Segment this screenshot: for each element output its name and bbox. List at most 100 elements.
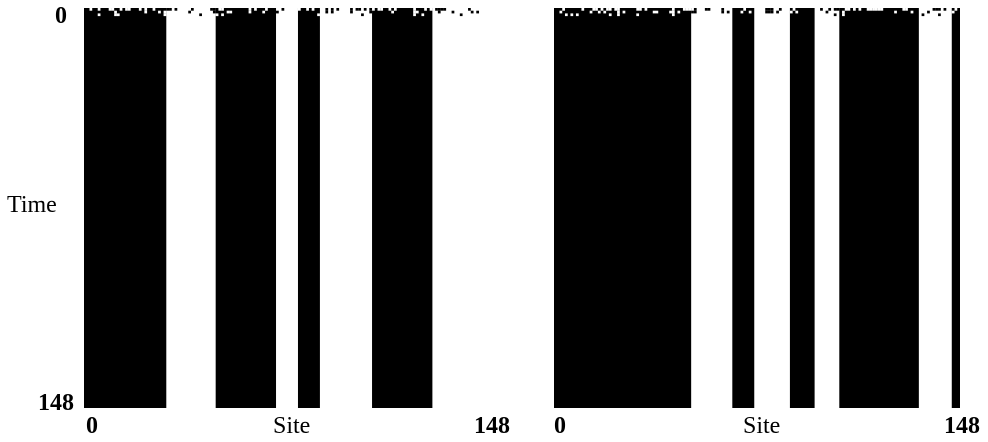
transient-cell bbox=[858, 8, 862, 11]
transient-cell bbox=[262, 10, 266, 14]
transient-cell bbox=[927, 10, 930, 14]
transient-cell bbox=[393, 8, 397, 11]
transient-cell bbox=[748, 10, 752, 14]
transient-cell bbox=[564, 13, 568, 17]
transient-cell bbox=[276, 10, 279, 14]
transient-cell bbox=[144, 8, 148, 11]
transient-cell bbox=[325, 10, 329, 14]
transient-cell bbox=[97, 13, 101, 17]
transient-cell bbox=[152, 8, 156, 11]
transient-cell bbox=[847, 8, 851, 11]
transient-cell bbox=[853, 8, 856, 11]
transient-cell bbox=[606, 8, 609, 11]
transient-cell bbox=[369, 8, 373, 11]
transient-cell bbox=[377, 8, 381, 11]
white-stripe-3 bbox=[918, 8, 952, 408]
transient-cell bbox=[685, 8, 689, 11]
transient-cell bbox=[693, 8, 697, 11]
transient-cell bbox=[872, 8, 875, 11]
transient-cell bbox=[721, 10, 725, 14]
transient-cell bbox=[776, 10, 779, 14]
transient-cell bbox=[688, 8, 692, 11]
transient-cell bbox=[248, 8, 252, 11]
x-axis-left-end-label: 148 bbox=[474, 413, 510, 439]
transient-cell bbox=[215, 13, 219, 17]
transient-cell bbox=[451, 10, 455, 14]
transient-cell bbox=[655, 10, 659, 14]
transient-cell bbox=[795, 10, 799, 14]
transient-cell bbox=[902, 8, 906, 11]
transient-cell bbox=[361, 13, 364, 17]
transient-cell bbox=[617, 13, 620, 17]
transient-cell bbox=[311, 8, 315, 11]
y-axis-label: Time bbox=[7, 192, 57, 218]
transient-cell bbox=[669, 10, 672, 14]
transient-cell bbox=[608, 8, 612, 11]
transient-cell bbox=[424, 8, 427, 11]
white-stripe-2 bbox=[814, 8, 840, 408]
transient-cell bbox=[617, 10, 620, 14]
y-axis-start-label: 0 bbox=[55, 3, 67, 29]
white-stripe-1 bbox=[754, 8, 790, 408]
transient-cell bbox=[199, 13, 202, 17]
transient-cell bbox=[844, 8, 848, 11]
transient-cell bbox=[671, 10, 675, 14]
x-axis-left-start-label: 0 bbox=[86, 413, 98, 439]
transient-cell bbox=[429, 8, 433, 11]
transient-cell bbox=[910, 10, 914, 14]
transient-cell bbox=[144, 10, 148, 14]
transient-cell bbox=[644, 8, 648, 11]
transient-cell bbox=[190, 8, 194, 11]
transient-cell bbox=[592, 8, 596, 11]
transient-cell bbox=[704, 8, 708, 11]
transient-cell bbox=[562, 8, 565, 11]
transient-cell bbox=[622, 10, 626, 14]
transient-cell bbox=[108, 8, 112, 11]
y-axis-end-label: 148 bbox=[38, 390, 74, 416]
x-axis-right-label: Site bbox=[743, 413, 781, 439]
transient-cell bbox=[218, 8, 222, 11]
transient-cell bbox=[575, 13, 579, 17]
transient-cell bbox=[943, 8, 947, 11]
transient-cell bbox=[833, 13, 837, 17]
transient-cell bbox=[325, 8, 329, 11]
transient-cell bbox=[372, 8, 375, 11]
transient-cell bbox=[954, 8, 958, 11]
spacetime-panel-left bbox=[84, 8, 490, 408]
transient-cell bbox=[254, 8, 257, 11]
transient-cell bbox=[127, 8, 131, 11]
transient-cell bbox=[938, 13, 941, 17]
transient-cell bbox=[306, 8, 309, 11]
transient-cell bbox=[639, 8, 642, 11]
white-stripe-2 bbox=[319, 8, 373, 408]
transient-cell bbox=[188, 10, 191, 14]
transient-cell bbox=[476, 10, 480, 14]
transient-cell bbox=[415, 10, 419, 14]
transient-cell bbox=[421, 13, 425, 17]
transient-cell bbox=[336, 8, 340, 11]
transient-cell bbox=[905, 8, 908, 11]
transient-cell bbox=[114, 13, 117, 17]
x-axis-right-start-label: 0 bbox=[554, 413, 566, 439]
transient-cell bbox=[828, 8, 832, 11]
transient-cell bbox=[743, 8, 747, 11]
transient-cell bbox=[767, 10, 771, 14]
transient-cell bbox=[212, 10, 216, 14]
white-stripe-1 bbox=[276, 8, 298, 408]
transient-cell bbox=[391, 10, 394, 14]
transient-cell bbox=[951, 10, 955, 14]
transient-cell bbox=[636, 13, 640, 17]
transient-cell bbox=[226, 10, 230, 14]
transient-cell bbox=[413, 8, 416, 11]
transient-cell bbox=[842, 10, 845, 14]
transient-cell bbox=[880, 8, 884, 11]
transient-cell bbox=[221, 8, 224, 11]
transient-cell bbox=[380, 8, 384, 11]
transient-cell bbox=[355, 8, 359, 11]
transient-cell bbox=[281, 8, 285, 11]
transient-cell bbox=[221, 13, 224, 17]
transient-cell bbox=[317, 13, 320, 17]
transient-cell bbox=[671, 8, 675, 11]
transient-cell bbox=[212, 8, 216, 11]
transient-cell bbox=[869, 8, 873, 11]
